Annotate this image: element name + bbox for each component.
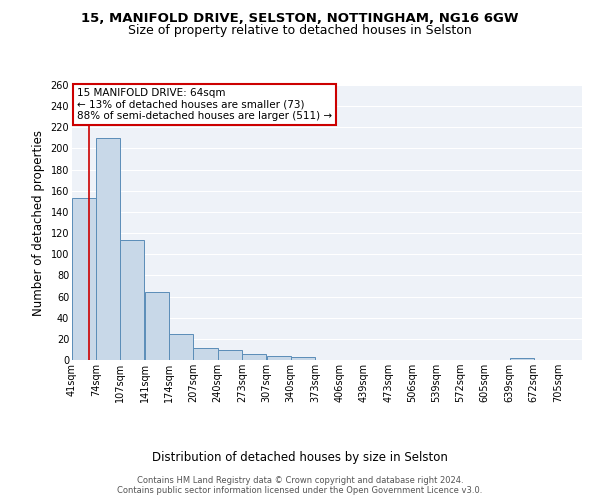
- Text: Contains HM Land Registry data © Crown copyright and database right 2024.
Contai: Contains HM Land Registry data © Crown c…: [118, 476, 482, 495]
- Bar: [218, 350, 242, 360]
- Text: 15, MANIFOLD DRIVE, SELSTON, NOTTINGHAM, NG16 6GW: 15, MANIFOLD DRIVE, SELSTON, NOTTINGHAM,…: [81, 12, 519, 26]
- Bar: [169, 334, 193, 360]
- Text: Size of property relative to detached houses in Selston: Size of property relative to detached ho…: [128, 24, 472, 37]
- Bar: [291, 357, 315, 360]
- Text: 15 MANIFOLD DRIVE: 64sqm
← 13% of detached houses are smaller (73)
88% of semi-d: 15 MANIFOLD DRIVE: 64sqm ← 13% of detach…: [77, 88, 332, 121]
- Bar: [509, 358, 534, 360]
- Bar: [193, 348, 218, 360]
- Bar: [266, 356, 291, 360]
- Bar: [242, 354, 266, 360]
- Bar: [96, 138, 120, 360]
- Text: Distribution of detached houses by size in Selston: Distribution of detached houses by size …: [152, 451, 448, 464]
- Bar: [120, 240, 145, 360]
- Bar: [72, 198, 96, 360]
- Bar: [145, 292, 169, 360]
- Y-axis label: Number of detached properties: Number of detached properties: [32, 130, 45, 316]
